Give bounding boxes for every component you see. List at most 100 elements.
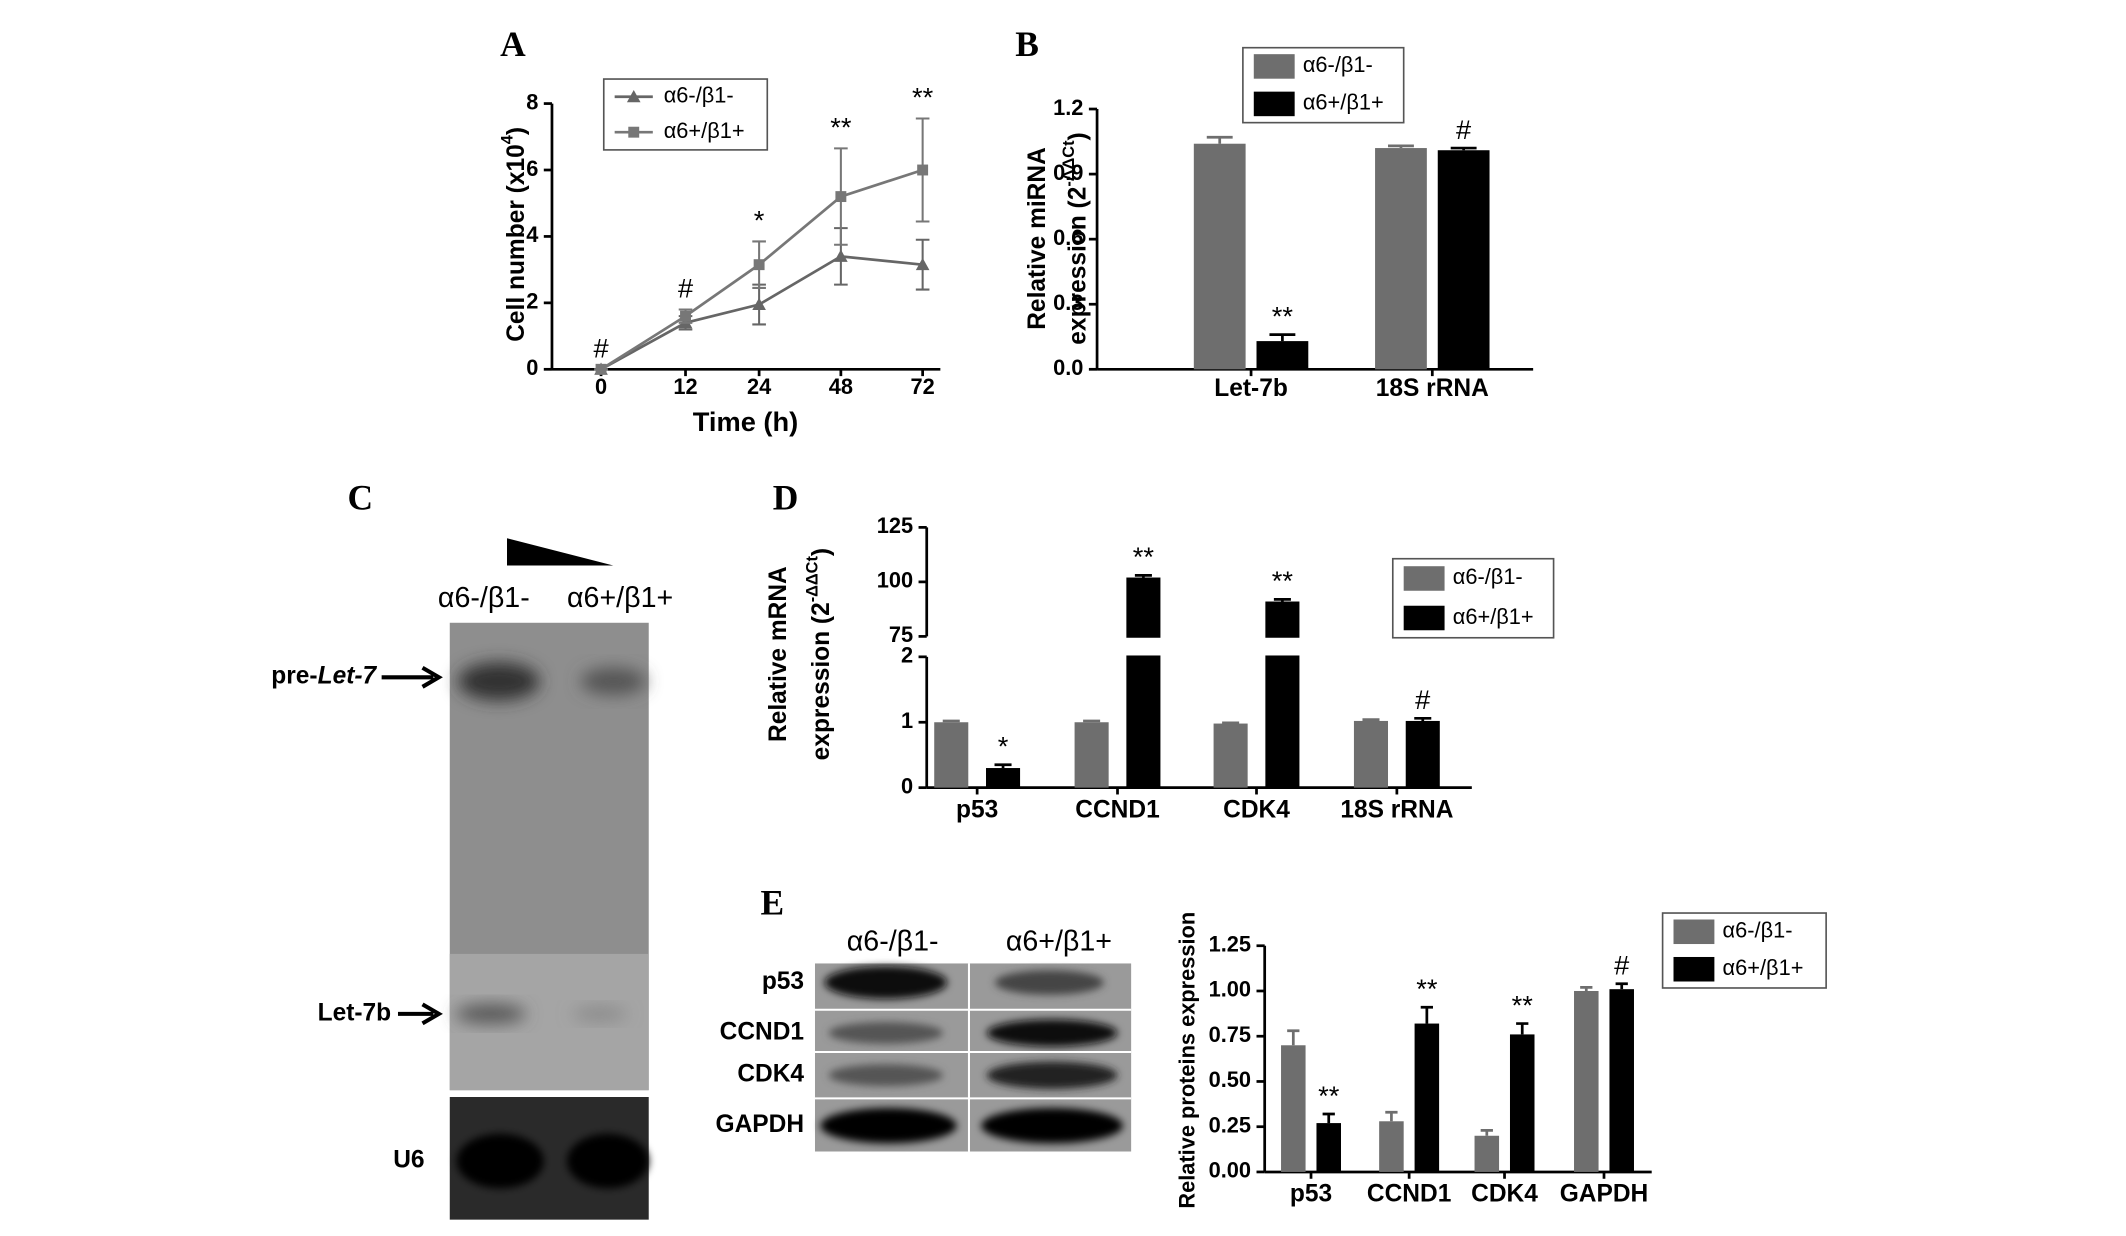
band — [986, 1019, 1118, 1047]
band — [994, 970, 1104, 995]
x-tick-label: 72 — [911, 374, 935, 399]
x-tick-label: 18S rRNA — [1376, 375, 1489, 402]
bar — [1213, 723, 1248, 788]
legend-label: α6-/β1- — [664, 83, 734, 108]
y-axis-label: expression (2-ΔΔCt) — [1060, 132, 1092, 344]
significance-label: # — [1415, 684, 1431, 715]
bar — [1609, 989, 1634, 1172]
bar — [1474, 1135, 1500, 1172]
marker — [626, 89, 641, 103]
legend-swatch — [1403, 605, 1445, 631]
x-tick-label: 18S rRNA — [1340, 796, 1453, 823]
bar — [1265, 601, 1300, 788]
legend-box — [602, 78, 769, 151]
panel-letter: D — [773, 478, 799, 518]
error-bar — [1480, 1128, 1493, 1136]
significance-label: ** — [1133, 541, 1155, 572]
y-axis-label-sup: 4 — [499, 135, 517, 144]
marker — [753, 259, 765, 271]
y-axis-label: ) — [503, 127, 530, 135]
marker — [680, 310, 691, 322]
error-bar — [1083, 719, 1101, 723]
y-tick-label: 100 — [877, 568, 913, 593]
x-tick-label: CCND1 — [1075, 796, 1159, 823]
y-tick-label: 0.50 — [1209, 1067, 1251, 1092]
lane-label: α6-/β1- — [438, 582, 530, 614]
significance-label: ** — [1272, 565, 1294, 596]
annotation: ** — [912, 82, 934, 113]
y-tick-label: 0.6 — [1053, 225, 1083, 250]
y-tick-label: 1 — [901, 708, 913, 733]
band-label: U6 — [393, 1147, 424, 1174]
y-tick-label: 0.00 — [1209, 1158, 1251, 1183]
y-axis-label: expression (2 — [809, 602, 836, 760]
y-axis-label: ) — [1065, 132, 1092, 140]
significance-label: * — [998, 731, 1009, 762]
gradient-wedge — [507, 538, 614, 566]
y-tick-label: 0 — [901, 773, 913, 798]
y-tick-label: 75 — [889, 622, 913, 647]
y-tick-label: 125 — [877, 513, 913, 538]
significance-label: ** — [1512, 989, 1534, 1020]
panel-letter: B — [1015, 24, 1039, 64]
x-tick-label: 12 — [673, 374, 697, 399]
legend-label: α6-/β1- — [1303, 52, 1373, 77]
legend-label: α6+/β1+ — [1303, 90, 1384, 115]
x-tick-label: GAPDH — [1560, 1181, 1649, 1208]
error-bar — [1615, 982, 1628, 990]
legend-swatch — [1673, 919, 1715, 945]
panel-letter: A — [500, 24, 526, 64]
y-axis-label: ) — [809, 548, 836, 556]
band-label: Let-7 — [318, 663, 378, 690]
row-label: CCND1 — [720, 1018, 804, 1045]
significance-label: ** — [1318, 1080, 1340, 1111]
y-tick-label: 0.0 — [1053, 355, 1083, 380]
error-bar — [942, 719, 960, 723]
significance-label: ** — [1272, 300, 1294, 331]
y-tick-label: 8 — [526, 89, 538, 114]
y-tick-label: 0.9 — [1053, 160, 1083, 185]
significance-label: ** — [1416, 973, 1438, 1004]
band — [456, 1133, 544, 1189]
legend-label: α6-/β1- — [1723, 918, 1793, 943]
bar — [934, 722, 969, 788]
error-bar — [1134, 573, 1152, 578]
legend-swatch — [1403, 566, 1445, 591]
panel-letter: E — [760, 882, 784, 922]
bar — [1353, 720, 1389, 788]
lane-divider — [814, 963, 1132, 1152]
bar — [1509, 1034, 1535, 1172]
bar — [1256, 341, 1309, 370]
y-axis-label: Cell number (x10 — [503, 144, 530, 342]
significance-label: # — [1614, 950, 1630, 981]
marker — [834, 249, 848, 262]
annotation: ** — [830, 112, 852, 143]
legend-label: α6+/β1+ — [664, 118, 745, 143]
band — [981, 1107, 1123, 1144]
row-label: p53 — [762, 968, 804, 995]
bar — [1126, 577, 1161, 788]
annotation: # — [678, 273, 694, 304]
y-tick-label: 6 — [526, 156, 538, 181]
band-label: Let-7b — [318, 999, 392, 1026]
error-bar — [1414, 716, 1432, 721]
lane-label: α6+/β1+ — [567, 582, 673, 614]
x-tick-label: CDK4 — [1471, 1181, 1538, 1208]
band — [986, 1061, 1118, 1089]
annotation: * — [754, 205, 765, 236]
bar — [1375, 148, 1427, 370]
y-axis-label-sup: -ΔΔCt — [804, 556, 822, 603]
bar — [1405, 720, 1440, 788]
error-bar — [1385, 1110, 1398, 1122]
band-label: pre-Let-7 — [271, 663, 377, 690]
y-axis-label: Relative miRNA — [1024, 147, 1051, 330]
band — [566, 1133, 649, 1189]
x-tick-label: 0 — [595, 374, 607, 399]
error-bar — [1322, 1112, 1335, 1124]
legend-swatch — [1673, 956, 1715, 982]
x-tick-label: Let-7b — [1214, 375, 1288, 402]
band — [828, 1064, 944, 1087]
marker — [595, 363, 607, 375]
legend-label: α6+/β1+ — [1453, 604, 1534, 629]
error-bar — [1420, 1005, 1433, 1024]
